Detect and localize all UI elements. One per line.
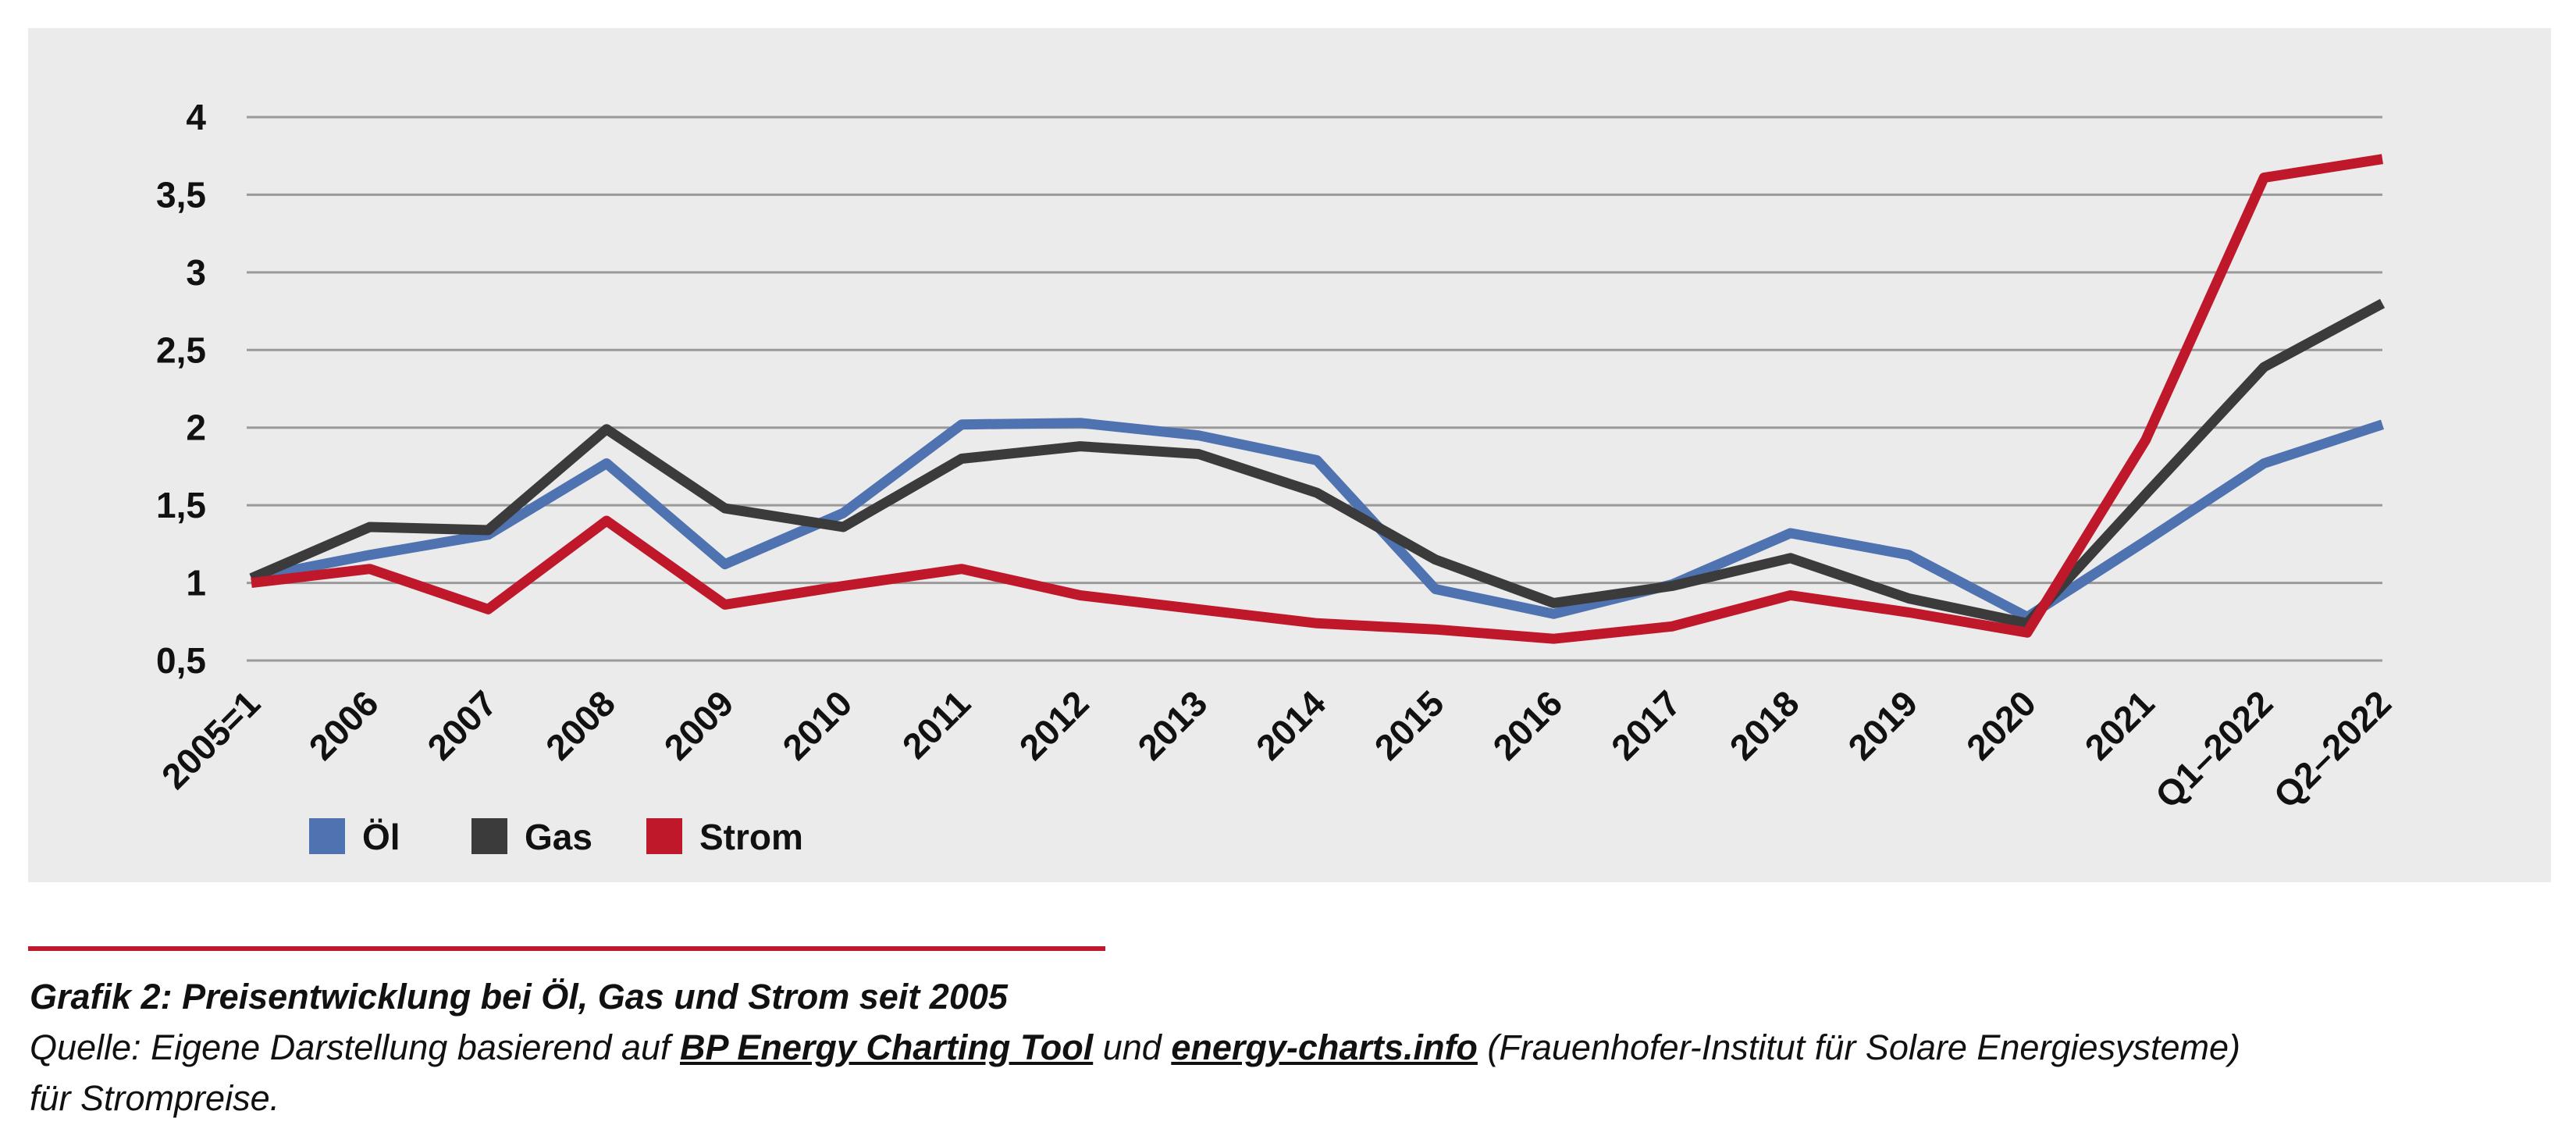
x-tick-label: 2021 xyxy=(2077,682,2162,767)
y-tick-label: 0,5 xyxy=(156,640,206,681)
x-tick-label: 2015 xyxy=(1367,682,1452,767)
caption-divider xyxy=(28,946,1105,951)
x-tick-label: 2019 xyxy=(1840,682,1925,767)
legend-label: Strom xyxy=(699,817,803,857)
chart-panel: 0,5 1 1,5 2 2,5 3 3,5 4 2005=1 2006 2007 2008 2009 2… xyxy=(28,28,2551,882)
figure-caption: Grafik 2: Preisentwicklung bei Öl, Gas u… xyxy=(30,971,2543,1123)
caption-source-middle: und xyxy=(1093,1027,1172,1067)
x-tick-label: 2020 xyxy=(1959,682,2044,767)
x-tick-label: 2007 xyxy=(419,682,504,767)
x-tick-label: 2013 xyxy=(1130,682,1215,767)
caption-source: Quelle: Eigene Darstellung basierend auf… xyxy=(30,1022,2543,1073)
y-tick-label: 3 xyxy=(186,252,206,293)
x-tick-label: 2012 xyxy=(1012,682,1097,767)
y-tick-label: 2,5 xyxy=(156,329,206,370)
legend-swatch xyxy=(309,818,345,854)
line-chart: 0,5 1 1,5 2 2,5 3 3,5 4 2005=1 2006 2007 2008 2009 2… xyxy=(154,97,2399,857)
y-tick-label: 4 xyxy=(186,97,206,137)
x-tick-label: 2016 xyxy=(1485,682,1570,767)
x-tick-label: 2005=1 xyxy=(154,682,268,796)
caption-source-line2: für Strompreise. xyxy=(30,1078,280,1118)
legend-label: Öl xyxy=(362,817,400,857)
x-tick-label: 2009 xyxy=(656,682,742,767)
y-tick-label: 3,5 xyxy=(156,174,206,215)
energy-charts-link[interactable]: energy-charts.info xyxy=(1171,1027,1478,1067)
bp-energy-charting-tool-link[interactable]: BP Energy Charting Tool xyxy=(680,1027,1094,1067)
series-line-Strom xyxy=(251,154,2384,644)
x-tick-label: Q2–2022 xyxy=(2265,682,2399,816)
x-tick-label: 2011 xyxy=(895,682,978,766)
x-tick-label: 2014 xyxy=(1248,682,1333,767)
x-tick-label: 2017 xyxy=(1603,682,1688,767)
caption-source-prefix: Quelle: Eigene Darstellung basierend auf xyxy=(30,1027,681,1067)
x-tick-label: 2006 xyxy=(301,682,386,767)
caption-title: Grafik 2: Preisentwicklung bei Öl, Gas u… xyxy=(30,977,1008,1017)
y-tick-label: 2 xyxy=(186,408,206,448)
y-tick-label: 1,5 xyxy=(156,485,206,525)
legend-swatch xyxy=(471,818,507,854)
x-tick-label: 2010 xyxy=(774,682,859,767)
y-tick-label: 1 xyxy=(186,563,206,604)
x-tick-label: 2008 xyxy=(538,682,623,767)
x-tick-label: Q1–2022 xyxy=(2147,682,2281,816)
x-tick-label: 2018 xyxy=(1722,682,1807,767)
caption-source-suffix: (Frauenhofer-Institut für Solare Energie… xyxy=(1477,1027,2241,1067)
legend-swatch xyxy=(646,818,682,854)
legend-label: Gas xyxy=(525,817,592,857)
